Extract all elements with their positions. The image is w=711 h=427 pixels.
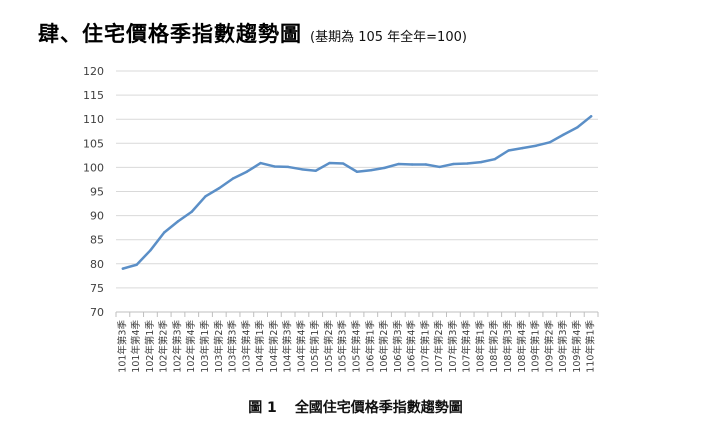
x-tick-label: 107年第3季 bbox=[447, 320, 459, 373]
x-tick-label: 106年第3季 bbox=[392, 320, 404, 373]
x-tick-label: 104年第3季 bbox=[282, 320, 294, 373]
x-tick-label: 108年第4季 bbox=[516, 320, 528, 373]
grid-layer bbox=[116, 70, 598, 313]
chart-title: 肆、住宅價格季指數趨勢圖 bbox=[38, 22, 302, 46]
line-layer bbox=[121, 115, 593, 270]
x-tick-label: 103年第1季 bbox=[199, 320, 211, 373]
x-tick-label: 109年第1季 bbox=[530, 320, 542, 373]
data-point bbox=[176, 220, 180, 223]
x-tick-label: 102年第4季 bbox=[185, 320, 197, 373]
x-tick-label: 107年第2季 bbox=[433, 320, 445, 373]
x-tick-label: 104年第4季 bbox=[295, 320, 307, 373]
y-tick-label-80: 80 bbox=[90, 258, 104, 271]
x-tick-label: 105年第4季 bbox=[351, 320, 363, 373]
data-point bbox=[576, 126, 579, 129]
data-point bbox=[534, 144, 538, 147]
data-point bbox=[465, 162, 469, 165]
data-point bbox=[314, 169, 317, 172]
data-point bbox=[273, 165, 276, 168]
y-tick-label-110: 110 bbox=[83, 113, 104, 126]
data-point bbox=[438, 165, 441, 169]
data-point bbox=[259, 161, 262, 165]
data-point bbox=[507, 149, 510, 152]
data-point bbox=[424, 163, 428, 166]
data-point bbox=[300, 168, 304, 171]
x-tick-label: 105年第2季 bbox=[323, 320, 335, 373]
data-point bbox=[286, 165, 290, 169]
y-tick-label-75: 75 bbox=[90, 282, 104, 295]
chart-header: 肆、住宅價格季指數趨勢圖 (基期為 105 年全年=100) bbox=[38, 18, 467, 48]
x-tick-label: 107年第4季 bbox=[461, 320, 473, 373]
x-tick-label: 102年第3季 bbox=[171, 320, 183, 373]
x-tick-label: 102年第2季 bbox=[158, 320, 170, 373]
data-point bbox=[355, 170, 359, 173]
figure-caption-text: 全國住宅價格季指數趨勢圖 bbox=[294, 400, 463, 416]
figure-caption: 圖 1 全國住宅價格季指數趨勢圖 bbox=[0, 397, 711, 417]
x-tick-label: 103年第2季 bbox=[213, 320, 225, 373]
data-point bbox=[231, 177, 235, 180]
data-point bbox=[562, 133, 565, 136]
series-line bbox=[121, 115, 593, 270]
x-tick-label: 109年第3季 bbox=[557, 320, 569, 373]
data-point bbox=[452, 162, 455, 166]
data-point bbox=[163, 231, 166, 234]
data-point bbox=[479, 160, 483, 164]
data-point bbox=[369, 169, 372, 172]
x-tick-label: 101年第3季 bbox=[116, 320, 128, 373]
y-tick-label-70: 70 bbox=[90, 306, 104, 319]
y-tick-label-105: 105 bbox=[83, 137, 104, 150]
data-point bbox=[342, 162, 345, 165]
y-tick-label-95: 95 bbox=[90, 186, 104, 199]
data-point bbox=[410, 163, 414, 166]
x-tick-label: 108年第3季 bbox=[502, 320, 514, 373]
x-tick-label: 106年第1季 bbox=[364, 320, 376, 373]
x-tick-label: 108年第2季 bbox=[488, 320, 500, 373]
data-point bbox=[204, 195, 207, 198]
data-point bbox=[328, 161, 331, 165]
x-tick-label: 106年第4季 bbox=[406, 320, 418, 373]
data-point bbox=[245, 170, 249, 173]
axis-layer bbox=[115, 311, 599, 317]
x-tick-label: 102年第1季 bbox=[144, 320, 156, 373]
y-tick-label-115: 115 bbox=[83, 89, 104, 102]
data-point bbox=[121, 267, 125, 270]
x-tick-label: 101年第4季 bbox=[130, 320, 142, 373]
data-point bbox=[190, 210, 193, 213]
y-tick-label-85: 85 bbox=[90, 234, 104, 247]
x-tick-label: 109年第2季 bbox=[543, 320, 555, 373]
figure-number: 圖 1 bbox=[248, 400, 277, 416]
data-point bbox=[589, 115, 593, 118]
data-point bbox=[521, 146, 524, 150]
data-point bbox=[383, 166, 386, 170]
data-point bbox=[397, 162, 400, 166]
y-tick-label-100: 100 bbox=[83, 161, 104, 174]
x-tick-label: 110年第1季 bbox=[585, 320, 597, 373]
data-point bbox=[548, 141, 551, 144]
x-tick-label: 103年第4季 bbox=[240, 320, 252, 373]
x-tick-label: 108年第1季 bbox=[474, 320, 486, 373]
y-tick-label-90: 90 bbox=[90, 210, 104, 223]
data-point bbox=[149, 249, 152, 252]
x-tick-label: 104年第2季 bbox=[268, 320, 280, 373]
x-tick-label: 105年第1季 bbox=[309, 320, 321, 373]
data-point bbox=[493, 158, 496, 161]
y-tick-label-120: 120 bbox=[83, 65, 104, 78]
x-tick-label: 104年第1季 bbox=[254, 320, 266, 373]
data-point bbox=[135, 263, 138, 266]
x-tick-label: 107年第1季 bbox=[419, 320, 431, 373]
data-point bbox=[218, 186, 221, 190]
x-tick-label: 105年第3季 bbox=[337, 320, 349, 373]
label-layer: 70 75 80 85 90 95 100 105 110 115 120 101年第3季 101年第4… bbox=[83, 65, 597, 373]
x-tick-label: 109年第4季 bbox=[571, 320, 583, 373]
x-tick-label: 106年第2季 bbox=[378, 320, 390, 373]
x-tick-label: 103年第3季 bbox=[227, 320, 239, 373]
chart-subtitle: (基期為 105 年全年=100) bbox=[310, 30, 467, 45]
